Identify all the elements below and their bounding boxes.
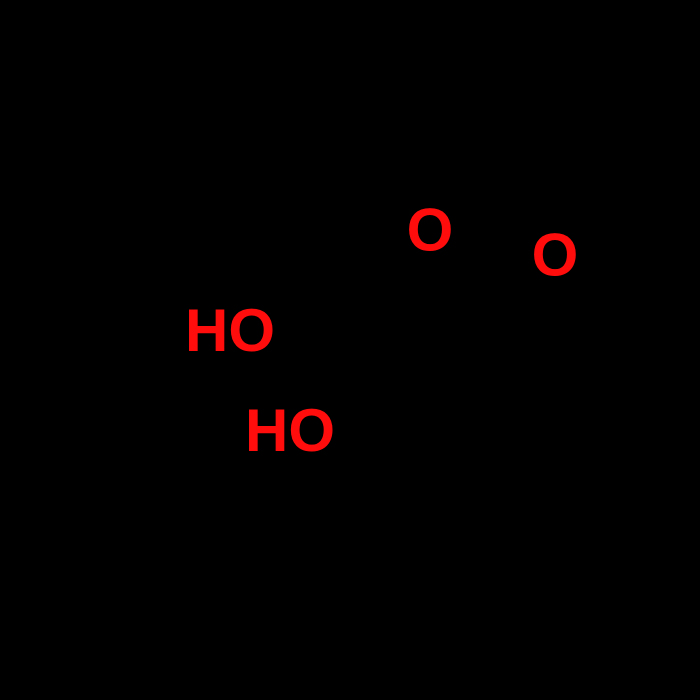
atom-hydroxyl-2: HO xyxy=(245,397,335,464)
atom-oxygen-2: O xyxy=(532,222,579,289)
atom-hydroxyl-1: HO xyxy=(185,297,275,364)
molecule-diagram: O O HO HO xyxy=(0,0,700,700)
background xyxy=(0,0,700,700)
atom-oxygen-1: O xyxy=(407,197,454,264)
